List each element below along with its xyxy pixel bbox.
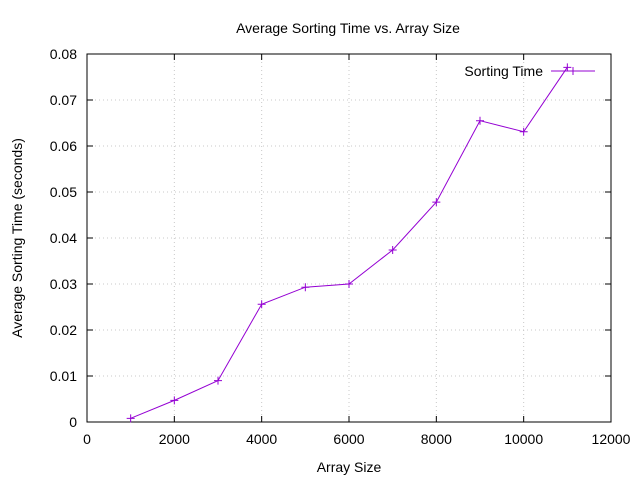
x-tick-label: 6000	[333, 431, 364, 447]
legend-marker	[569, 67, 577, 75]
y-tick-label: 0.05	[50, 184, 77, 200]
x-axis-label: Array Size	[317, 459, 382, 475]
legend: Sorting Time	[464, 63, 595, 79]
series-layer	[126, 63, 572, 423]
data-point	[563, 63, 572, 72]
data-point	[170, 396, 179, 405]
y-axis: 0 0.01 0.02 0.03 0.04 0.05 0.06 0.07 0.08	[50, 46, 611, 430]
grid	[87, 54, 611, 422]
y-tick-label: 0.04	[50, 230, 77, 246]
x-tick-label: 0	[83, 431, 91, 447]
x-tick-label: 8000	[421, 431, 452, 447]
x-tick-label: 4000	[246, 431, 277, 447]
y-tick-label: 0	[69, 414, 77, 430]
data-point	[126, 414, 135, 423]
data-point	[388, 245, 397, 254]
data-point	[519, 127, 528, 136]
y-axis-label: Average Sorting Time (seconds)	[9, 138, 25, 338]
y-tick-label: 0.07	[50, 92, 77, 108]
x-tick-label: 12000	[592, 431, 631, 447]
x-tick-label: 10000	[504, 431, 543, 447]
chart-title: Average Sorting Time vs. Array Size	[236, 20, 460, 36]
data-point	[214, 376, 222, 385]
data-point	[257, 300, 266, 309]
data-point	[345, 280, 353, 288]
data-point	[432, 198, 441, 207]
data-point	[476, 116, 484, 125]
x-tick-label: 2000	[159, 431, 190, 447]
y-tick-label: 0.06	[50, 138, 77, 154]
x-axis: 0 2000 4000 6000 8000 10000 12000	[83, 54, 631, 447]
y-tick-label: 0.02	[50, 322, 77, 338]
data-point	[301, 283, 310, 292]
y-tick-label: 0.03	[50, 276, 77, 292]
legend-label: Sorting Time	[464, 63, 543, 79]
y-tick-label: 0.08	[50, 46, 77, 62]
y-tick-label: 0.01	[50, 368, 77, 384]
